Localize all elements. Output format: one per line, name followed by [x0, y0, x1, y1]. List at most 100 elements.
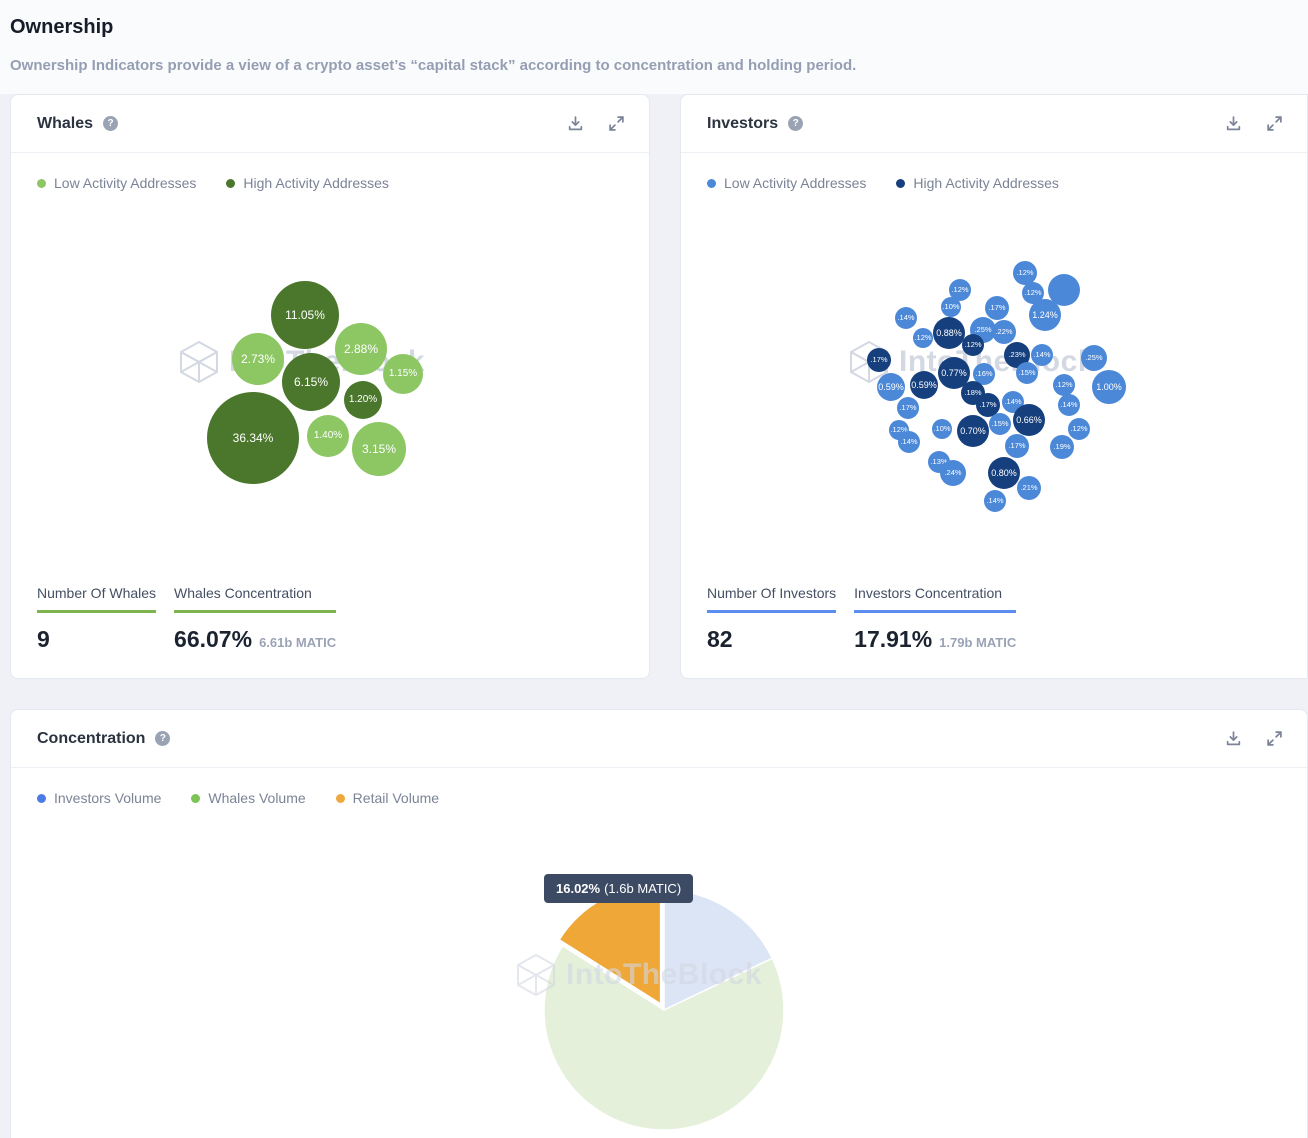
whales-card-title: Whales — [37, 114, 94, 132]
investor-bubble[interactable]: .16% — [973, 363, 995, 385]
expand-button[interactable] — [1266, 115, 1283, 132]
investor-bubble[interactable]: .14% — [898, 431, 920, 453]
investor-bubble[interactable]: 1.24% — [1029, 299, 1061, 331]
investor-bubble[interactable]: .24% — [940, 460, 966, 486]
expand-button[interactable] — [608, 115, 625, 132]
investor-bubble[interactable]: .19% — [1050, 435, 1074, 459]
legend-item-low-activity[interactable]: Low Activity Addresses — [37, 175, 196, 191]
help-icon[interactable]: ? — [788, 116, 804, 131]
whale-bubble[interactable]: 1.20% — [344, 381, 382, 419]
whale-bubble[interactable]: 2.73% — [232, 333, 284, 385]
investor-bubble[interactable]: 0.66% — [1013, 404, 1045, 436]
investor-bubble[interactable]: .10% — [932, 419, 952, 439]
intotheblock-cube-icon — [517, 953, 555, 997]
legend-item-high-activity[interactable]: High Activity Addresses — [896, 175, 1059, 191]
whales-card-header: Whales ? — [11, 95, 649, 153]
investor-bubble[interactable]: .14% — [984, 490, 1006, 512]
legend-label: High Activity Addresses — [243, 175, 389, 191]
investor-bubble[interactable]: 0.59% — [877, 373, 905, 401]
legend-item-low-activity[interactable]: Low Activity Addresses — [707, 175, 866, 191]
concentration-card-header: Concentration ? — [11, 710, 1307, 768]
investors-card: Investors ? Low Activity Addresses High … — [680, 94, 1308, 679]
whale-bubble[interactable]: 11.05% — [271, 281, 339, 349]
legend-dot — [37, 178, 46, 188]
whale-bubble[interactable]: 6.15% — [282, 353, 340, 411]
investor-bubble[interactable]: .21% — [1017, 476, 1041, 500]
investor-bubble[interactable]: .12% — [1068, 418, 1090, 440]
legend-item-investors-volume[interactable]: Investors Volume — [37, 790, 161, 806]
whale-bubble[interactable]: 1.40% — [307, 415, 349, 457]
legend-dot — [707, 178, 716, 188]
investor-bubble[interactable]: .12% — [1053, 374, 1075, 396]
legend-label: Low Activity Addresses — [54, 175, 197, 191]
page-subtitle: Ownership Indicators provide a view of a… — [10, 57, 857, 74]
stat-number-of-investors: Number Of Investors 82 — [707, 585, 837, 653]
whales-legend: Low Activity Addresses High Activity Add… — [11, 153, 649, 205]
download-button[interactable] — [1225, 115, 1242, 132]
whale-bubble[interactable]: 2.88% — [335, 323, 387, 375]
legend-dot — [226, 178, 236, 188]
stat-label: Investors Concentration — [854, 585, 1017, 613]
stat-value-number: 66.07% — [174, 626, 253, 652]
investor-bubble[interactable]: .12% — [1022, 282, 1044, 304]
download-icon — [568, 116, 583, 131]
investor-bubble[interactable]: .12% — [962, 334, 984, 356]
investor-bubble[interactable]: 1.00% — [1092, 370, 1126, 404]
stat-label: Number Of Whales — [37, 585, 157, 613]
investors-legend: Low Activity Addresses High Activity Add… — [681, 153, 1307, 205]
expand-button[interactable] — [1266, 730, 1283, 747]
stat-value: 82 — [707, 626, 836, 653]
legend-item-whales-volume[interactable]: Whales Volume — [191, 790, 306, 806]
investor-bubble[interactable]: 0.70% — [957, 415, 989, 447]
stat-label: Whales Concentration — [174, 585, 337, 613]
investor-bubble[interactable]: .10% — [941, 297, 961, 317]
legend-item-high-activity[interactable]: High Activity Addresses — [226, 175, 389, 191]
stat-value-number: 17.91% — [854, 626, 933, 652]
whales-bubble-chart: IntoTheBlock 11.05%2.73%2.88%6.15%1.15%1… — [11, 205, 649, 575]
investor-bubble[interactable]: .14% — [1031, 344, 1053, 366]
whale-bubble[interactable]: 1.15% — [383, 354, 423, 394]
investor-bubble[interactable]: .17% — [897, 397, 919, 419]
expand-icon — [1267, 731, 1282, 746]
investor-bubble[interactable]: .12% — [913, 328, 933, 348]
whale-bubble[interactable]: 3.15% — [352, 422, 406, 476]
concentration-card: Concentration ? Investors Volume Whales … — [10, 709, 1308, 1138]
investors-card-title: Investors — [707, 114, 779, 132]
investor-bubble[interactable]: 0.59% — [910, 371, 938, 399]
watermark-text: IntoTheBlock — [566, 958, 763, 991]
download-button[interactable] — [567, 115, 584, 132]
legend-item-retail-volume[interactable]: Retail Volume — [335, 790, 440, 806]
pie-tooltip: 16.02% (1.6b MATIC) — [544, 874, 694, 903]
whale-bubble[interactable]: 36.34% — [207, 392, 299, 484]
investor-bubble[interactable]: .12% — [949, 279, 971, 301]
concentration-card-title: Concentration — [37, 729, 146, 747]
legend-label: Retail Volume — [352, 790, 440, 806]
investor-bubble[interactable]: .25% — [1081, 345, 1107, 371]
investor-bubble[interactable]: .17% — [985, 296, 1009, 320]
investor-bubble[interactable]: .17% — [867, 348, 891, 372]
download-button[interactable] — [1225, 730, 1242, 747]
pie-tooltip-value: 16.02% — [556, 881, 601, 896]
investor-bubble[interactable]: 0.80% — [988, 457, 1020, 489]
legend-dot — [191, 793, 201, 803]
pie-chart-svg — [543, 883, 785, 1131]
pie-slice-whales-volume[interactable] — [543, 945, 785, 1131]
intotheblock-cube-icon — [180, 340, 218, 384]
help-icon[interactable]: ? — [103, 116, 119, 131]
investor-bubble[interactable]: .14% — [895, 307, 917, 329]
help-icon[interactable]: ? — [155, 731, 171, 746]
investor-bubble[interactable]: .15% — [1016, 362, 1038, 384]
legend-dot — [37, 793, 46, 803]
investor-bubble[interactable]: .15% — [989, 413, 1011, 435]
investor-bubble[interactable]: 0.88% — [933, 317, 965, 349]
stat-value: 17.91% 1.79b MATIC — [854, 626, 1016, 653]
stat-value: 9 — [37, 626, 156, 653]
expand-icon — [1267, 116, 1282, 131]
pie-tooltip-detail: (1.6b MATIC) — [604, 881, 682, 896]
stat-label: Number Of Investors — [707, 585, 837, 613]
investor-bubble[interactable]: .14% — [1058, 394, 1080, 416]
investor-bubble[interactable]: .17% — [1005, 434, 1029, 458]
investor-bubble[interactable]: .12% — [1013, 261, 1037, 285]
investor-bubble[interactable]: .22% — [992, 320, 1016, 344]
ownership-cards-row: Whales ? Low Activity Addresses High Act… — [0, 94, 1308, 679]
